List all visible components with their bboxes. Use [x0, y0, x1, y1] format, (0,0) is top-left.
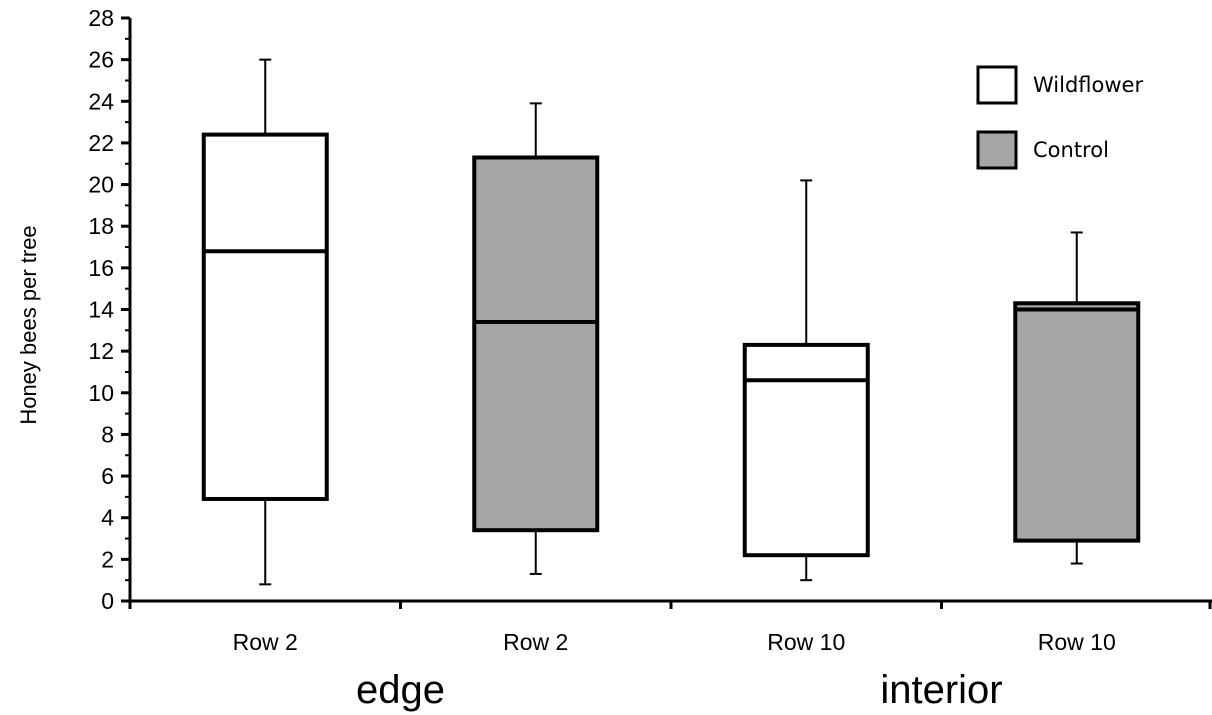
legend-swatch-wildflower: [976, 65, 1018, 105]
x-group-label: edge: [356, 668, 445, 712]
box-control-row-10: [1013, 231, 1141, 565]
x-category-label: Row 10: [1038, 629, 1116, 655]
y-tick-label: 28: [88, 5, 114, 31]
y-tick-label: 4: [101, 505, 114, 531]
y-tick-label: 20: [88, 172, 114, 198]
y-tick-label: 0: [101, 588, 114, 614]
box-wildflower-row-10: [742, 179, 870, 582]
y-tick-label: 26: [88, 47, 114, 73]
legend-swatch-control: [976, 130, 1018, 170]
y-tick-label: 6: [101, 463, 114, 489]
x-category-label: Row 2: [233, 629, 298, 655]
y-tick-label: 22: [88, 130, 114, 156]
x-category-label: Row 10: [767, 629, 845, 655]
box-iqr: [201, 132, 329, 501]
x-category-label: Row 2: [503, 629, 568, 655]
y-axis-title: Honey bees per tree: [16, 225, 41, 424]
box-iqr: [472, 155, 600, 533]
box-series: [201, 58, 1141, 586]
y-tick-label: 14: [88, 297, 114, 323]
box-control-row-2: [472, 102, 600, 575]
y-tick-label: 10: [88, 380, 114, 406]
legend-label-control: Control: [1033, 138, 1109, 162]
y-tick-label: 24: [88, 88, 114, 114]
legend: Wildflower Control: [976, 65, 1143, 170]
legend-label-wildflower: Wildflower: [1033, 73, 1143, 97]
box-wildflower-row-2: [201, 58, 329, 586]
y-tick-label: 12: [88, 338, 114, 364]
y-tick-label: 16: [88, 255, 114, 281]
x-group-label: interior: [880, 668, 1002, 712]
y-tick-label: 18: [88, 213, 114, 239]
box-iqr: [742, 342, 870, 558]
x-axis: Row 2 Row 2 Row 10 Row 10 edge interior: [128, 599, 1212, 712]
box-iqr: [1013, 301, 1141, 543]
y-tick-label: 8: [101, 421, 114, 447]
y-tick-label: 2: [101, 546, 114, 572]
